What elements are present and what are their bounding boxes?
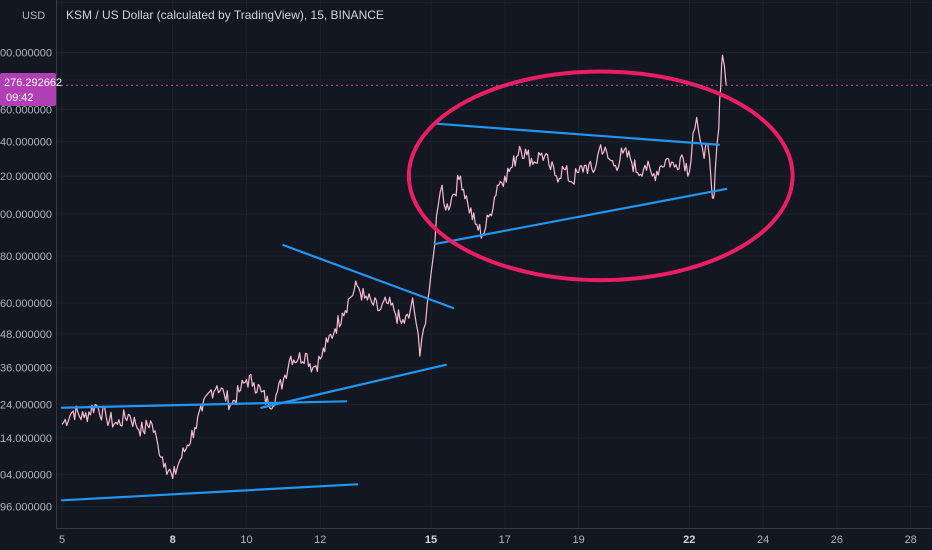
price-series <box>61 54 727 480</box>
x-tick-label: 22 <box>683 534 695 546</box>
price-tag[interactable]: 276.292662 09:42 <box>0 73 62 106</box>
y-tick-label: 136.000000 <box>0 363 52 375</box>
y-tick-label: 220.000000 <box>0 171 52 183</box>
drawings-layer <box>60 69 795 502</box>
trend-line[interactable] <box>282 244 455 310</box>
price-tag-value: 276.292662 <box>4 77 62 89</box>
x-tick-label: 8 <box>170 534 176 546</box>
y-tick-label: 160.000000 <box>0 298 52 310</box>
x-tick-label: 15 <box>425 534 437 546</box>
y-axis[interactable]: 96.000000 104.000000 114.000000 124.000000 1… <box>0 0 52 514</box>
price-tag-box <box>0 73 56 106</box>
chart-title: KSM / US Dollar (calculated by TradingVi… <box>66 8 384 22</box>
trend-line[interactable] <box>60 483 359 502</box>
x-tick-label: 10 <box>240 534 252 546</box>
x-tick-label: 5 <box>59 534 65 546</box>
x-axis[interactable]: 5 8 10 12 15 17 19 22 24 26 28 <box>59 534 917 546</box>
x-tick-label: 24 <box>757 534 769 546</box>
y-tick-label: 124.000000 <box>0 400 52 412</box>
y-tick-label: 104.000000 <box>0 470 52 482</box>
trend-line[interactable] <box>433 187 728 246</box>
y-tick-label: 114.000000 <box>0 433 52 445</box>
chart-grid <box>56 0 932 528</box>
trend-line[interactable] <box>433 122 720 146</box>
x-tick-label: 26 <box>831 534 843 546</box>
currency-label: USD <box>22 10 45 22</box>
trend-line[interactable] <box>60 400 348 409</box>
x-tick-label: 19 <box>572 534 584 546</box>
highlight-ellipse[interactable] <box>406 69 795 283</box>
x-tick-label: 17 <box>499 534 511 546</box>
price-line <box>61 54 727 480</box>
y-tick-label: 96.000000 <box>0 502 52 514</box>
currency-box <box>0 0 56 24</box>
y-tick-label: 240.000000 <box>0 136 52 148</box>
price-tag-countdown: 09:42 <box>6 92 34 104</box>
y-tick-label: 300.000000 <box>0 48 52 60</box>
x-tick-label: 12 <box>314 534 326 546</box>
y-tick-label: 260.000000 <box>0 105 52 117</box>
x-tick-label: 28 <box>905 534 917 546</box>
y-tick-label: 200.000000 <box>0 209 52 221</box>
y-tick-label: 148.000000 <box>0 329 52 341</box>
trend-line[interactable] <box>260 363 447 409</box>
y-tick-label: 180.000000 <box>0 251 52 263</box>
